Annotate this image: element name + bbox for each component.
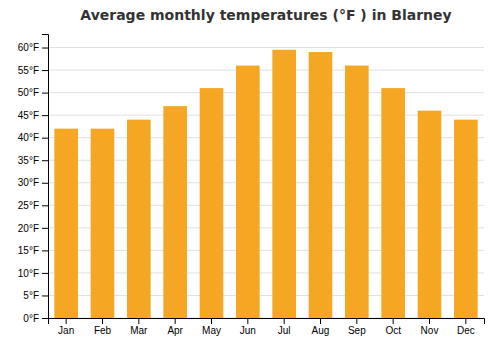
bar xyxy=(236,66,260,318)
x-tick-label: Jul xyxy=(278,325,291,336)
y-tick-mark xyxy=(42,160,48,161)
x-tick-mark xyxy=(247,318,248,324)
y-tick: 30°F xyxy=(18,177,48,188)
bars xyxy=(54,50,477,318)
y-tick-label: 45°F xyxy=(18,110,39,121)
y-tick-mark xyxy=(42,183,48,184)
x-tick-mark xyxy=(320,318,321,324)
x-tick-label: May xyxy=(202,325,221,336)
x-tick-label: Mar xyxy=(130,325,148,336)
y-tick-label: 5°F xyxy=(23,290,39,301)
y-tick-label: 15°F xyxy=(18,245,39,256)
y-tick-mark xyxy=(42,138,48,139)
x-tick-label: Jun xyxy=(240,325,256,336)
x-tick-mark xyxy=(284,318,285,324)
x-tick-mark xyxy=(175,318,176,324)
y-tick: 45°F xyxy=(18,110,48,121)
y-tick: 50°F xyxy=(18,87,48,98)
x-tick: May xyxy=(202,318,221,336)
x-tick-label: Aug xyxy=(312,325,330,336)
y-tick: 60°F xyxy=(18,42,48,53)
x-tick: Sep xyxy=(348,318,366,336)
bar xyxy=(418,111,442,318)
x-tick-mark xyxy=(66,318,67,324)
bar xyxy=(91,129,115,318)
x-tick-label: Dec xyxy=(457,325,475,336)
x-tick: Oct xyxy=(385,318,401,336)
y-tick-label: 10°F xyxy=(18,268,39,279)
y-axis-line xyxy=(42,35,49,319)
x-tick: Apr xyxy=(167,318,183,336)
y-tick-label: 40°F xyxy=(18,132,39,143)
bar xyxy=(272,50,296,318)
x-tick: Aug xyxy=(312,318,330,336)
grid-line xyxy=(48,70,484,71)
x-tick-mark xyxy=(102,318,103,324)
y-tick: 25°F xyxy=(18,200,48,211)
bar xyxy=(127,120,151,318)
x-tick: Mar xyxy=(130,318,148,336)
x-tick: Jun xyxy=(240,318,256,336)
y-tick-label: 20°F xyxy=(18,223,39,234)
title: Average monthly temperatures (°F ) in Bl… xyxy=(80,7,451,23)
y-tick-mark xyxy=(42,295,48,296)
y-tick-mark xyxy=(42,205,48,206)
y-tick-mark xyxy=(42,273,48,274)
bar xyxy=(163,106,187,318)
y-tick-label: 30°F xyxy=(18,177,39,188)
chart: 0°F 5°F 10°F 15°F 20°F 25°F 30°F 35°F 40°F 45°F 50… xyxy=(0,0,500,350)
y-tick-label: 50°F xyxy=(18,87,39,98)
y-tick-mark xyxy=(42,250,48,251)
x-tick-mark xyxy=(465,318,466,324)
x-tick: Dec xyxy=(457,318,475,336)
x-tick: Feb xyxy=(94,318,112,336)
x-tick-label: Oct xyxy=(385,325,401,336)
x-tick: Jan xyxy=(58,318,74,336)
x-tick-label: Nov xyxy=(421,325,439,336)
bar xyxy=(454,120,478,318)
x-tick: Jul xyxy=(278,318,291,336)
y-tick: 20°F xyxy=(18,223,48,234)
x-tick-mark xyxy=(429,318,430,324)
y-axis: 0°F 5°F 10°F 15°F 20°F 25°F 30°F 35°F 40°F 45°F 50… xyxy=(18,35,49,324)
y-tick-label: 0°F xyxy=(23,313,39,324)
y-tick-mark xyxy=(42,48,48,49)
grid-line xyxy=(48,92,484,93)
y-tick-mark xyxy=(42,93,48,94)
x-tick-label: Jan xyxy=(58,325,74,336)
bar xyxy=(54,129,78,318)
y-tick-mark xyxy=(42,70,48,71)
y-tick: 35°F xyxy=(18,155,48,166)
y-tick-mark xyxy=(42,318,48,319)
plot: 0°F 5°F 10°F 15°F 20°F 25°F 30°F 35°F 40°F 45°F 50… xyxy=(18,35,485,337)
bar xyxy=(345,66,369,318)
y-tick-mark xyxy=(42,115,48,116)
y-tick: 0°F xyxy=(23,313,48,324)
y-tick: 5°F xyxy=(23,290,48,301)
grid xyxy=(48,48,484,318)
grid-line xyxy=(48,47,484,48)
x-tick-mark xyxy=(356,318,357,324)
x-tick: Nov xyxy=(421,318,439,336)
bar xyxy=(200,88,224,318)
y-tick-label: 55°F xyxy=(18,65,39,76)
x-tick-label: Apr xyxy=(167,325,183,336)
y-tick-label: 35°F xyxy=(18,155,39,166)
bar xyxy=(309,52,333,318)
y-tick-label: 60°F xyxy=(18,42,39,53)
y-tick-mark xyxy=(42,228,48,229)
y-tick-label: 25°F xyxy=(18,200,39,211)
y-tick: 55°F xyxy=(18,65,48,76)
x-tick-mark xyxy=(393,318,394,324)
y-tick: 40°F xyxy=(18,132,48,143)
x-tick-label: Sep xyxy=(348,325,366,336)
y-tick: 10°F xyxy=(18,268,48,279)
bar xyxy=(381,88,405,318)
y-tick: 15°F xyxy=(18,245,48,256)
x-axis-line xyxy=(49,319,485,325)
x-tick-mark xyxy=(138,318,139,324)
x-tick-label: Feb xyxy=(94,325,112,336)
x-tick-mark xyxy=(211,318,212,324)
x-axis: Jan Feb Mar Apr May Jun Jul Aug Sep Oct Nov Dec xyxy=(49,318,485,336)
